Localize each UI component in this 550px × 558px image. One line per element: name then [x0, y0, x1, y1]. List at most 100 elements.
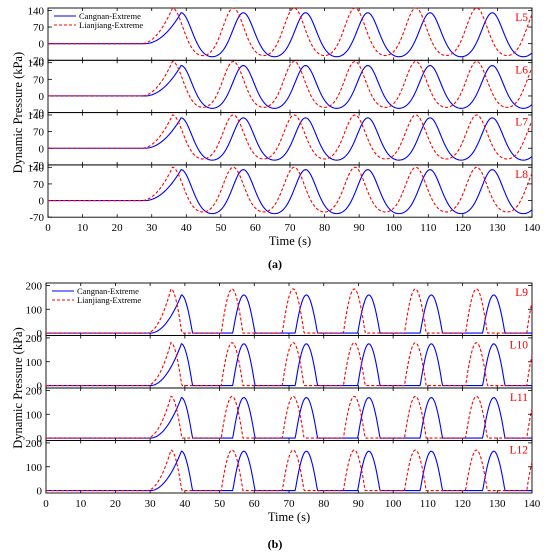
- y-tick-label: 100: [26, 357, 43, 369]
- subplot-label: L9: [515, 287, 528, 299]
- series-line-lianjiang: [46, 449, 533, 492]
- subplot-frame: [47, 112, 533, 166]
- subplot-l8: -70 0 70 140 L8: [28, 162, 533, 224]
- y-axis-title: Dynamic Pressure (kPa): [11, 327, 25, 449]
- x-tick-label: 20: [110, 498, 122, 510]
- series-line-cangnan: [48, 64, 533, 109]
- subplot-label: L8: [515, 169, 528, 181]
- series-line-lianjiang: [46, 288, 533, 334]
- x-tick-label: 100: [385, 222, 402, 234]
- x-tick-label: 40: [179, 498, 191, 510]
- series-line-lianjiang: [46, 341, 533, 387]
- subplot-label: L6: [515, 64, 528, 76]
- subplot-frame: [45, 335, 533, 389]
- subplot-l7: -70 0 70 140 L7: [28, 110, 533, 172]
- x-tick-label: 60: [250, 222, 262, 234]
- y-tick-label: -70: [29, 160, 44, 172]
- subplot-frame: [47, 164, 533, 218]
- x-axis-title: Time (s): [269, 234, 311, 248]
- series-line-lianjiang: [46, 395, 533, 439]
- y-tick-label: 100: [26, 304, 43, 316]
- x-tick-label: 10: [75, 498, 87, 510]
- x-tick-label: 30: [145, 498, 157, 510]
- chart-panel-b: 0100200L9Cangnan-ExtremeLianjiang-Extrem…: [11, 280, 541, 551]
- series-line-cangnan: [48, 117, 533, 161]
- x-tick-label: 70: [284, 498, 296, 510]
- subplot-label: L12: [509, 445, 528, 457]
- y-tick-label: 100: [26, 462, 43, 474]
- legend-label: Cangnan-Extreme: [77, 286, 139, 296]
- x-tick-label: 0: [45, 222, 51, 234]
- y-tick-label: 140: [28, 5, 45, 17]
- y-tick-label: -70: [29, 108, 44, 120]
- y-tick-label: 0: [37, 381, 43, 393]
- x-tick-label: 50: [214, 498, 226, 510]
- y-tick-label: 70: [33, 127, 45, 139]
- legend-label: Lianjiang-Extreme: [77, 295, 141, 305]
- x-tick-label: 50: [215, 222, 227, 234]
- y-tick-label: 140: [28, 110, 45, 122]
- x-tick-label: 120: [454, 498, 471, 510]
- x-tick-label: 120: [455, 222, 472, 234]
- subplot-label: L7: [515, 117, 528, 129]
- subplot-label: L11: [510, 392, 528, 404]
- series-line-lianjiang: [48, 7, 533, 57]
- x-tick-label: 140: [524, 222, 541, 234]
- y-tick-label: 200: [26, 333, 43, 345]
- x-tick-label: 10: [77, 222, 89, 234]
- x-tick-label: 110: [420, 498, 437, 510]
- subplot-frame: [47, 59, 533, 114]
- y-tick-label: -70: [29, 55, 44, 67]
- subplot-l10: 0 100 200 L10: [26, 333, 533, 393]
- y-tick-label: 200: [26, 280, 43, 292]
- x-axis-title: Time (s): [268, 510, 310, 524]
- subplot-label: L10: [509, 340, 528, 352]
- series-line-lianjiang: [48, 166, 533, 213]
- y-tick-label: 200: [26, 438, 43, 450]
- x-tick-label: 100: [385, 498, 402, 510]
- y-tick-label: 70: [33, 74, 45, 86]
- series-line-cangnan: [48, 169, 533, 215]
- subplot-frame: [45, 440, 533, 494]
- subplot-label: L5: [515, 12, 528, 24]
- x-tick-label: 70: [285, 222, 297, 234]
- y-tick-label: 70: [33, 22, 45, 34]
- y-tick-label: 0: [37, 433, 43, 445]
- x-tick-label: 40: [181, 222, 193, 234]
- x-tick-label: 0: [43, 498, 49, 510]
- y-tick-label: 100: [26, 409, 43, 421]
- subplot-l12: 0 100 200 L12: [26, 438, 533, 498]
- x-tick-label: 90: [353, 498, 365, 510]
- y-tick-label: 0: [39, 143, 45, 155]
- y-tick-label: 0: [37, 328, 43, 340]
- x-tick-label: 20: [112, 222, 124, 234]
- subplot-l11: 0 100 200 L11: [26, 385, 533, 445]
- x-tick-label: 140: [524, 498, 541, 510]
- y-tick-label: 0: [39, 39, 45, 51]
- x-tick-label: 30: [146, 222, 158, 234]
- y-tick-label: 140: [28, 162, 45, 174]
- subplot-frame: [45, 387, 533, 441]
- y-axis-title: Dynamic Pressure (kPa): [11, 52, 25, 174]
- y-tick-label: 200: [26, 385, 43, 397]
- x-tick-label: 110: [420, 222, 437, 234]
- x-tick-label: 130: [489, 498, 506, 510]
- x-tick-label: 130: [489, 222, 506, 234]
- subplot-l9: 0 100 200 L9 Cangnan-ExtremeLianjiang-Extrem…: [26, 280, 533, 340]
- x-tick-label: 80: [318, 498, 330, 510]
- y-tick-label: -70: [29, 212, 44, 224]
- x-tick-label: 90: [354, 222, 366, 234]
- legend-label: Cangnan-Extreme: [79, 11, 141, 21]
- x-tick-label: 60: [249, 498, 261, 510]
- chart-panel-a: -70070140L5Cangnan-ExtremeLianjiang-Extr…: [11, 5, 541, 271]
- y-tick-label: 140: [28, 58, 45, 70]
- y-tick-label: 0: [39, 91, 45, 103]
- series-line-lianjiang: [48, 114, 533, 160]
- x-tick-label: 80: [319, 222, 331, 234]
- y-tick-label: 70: [33, 179, 45, 191]
- panel-caption: (a): [268, 257, 282, 271]
- y-tick-label: 0: [37, 486, 43, 498]
